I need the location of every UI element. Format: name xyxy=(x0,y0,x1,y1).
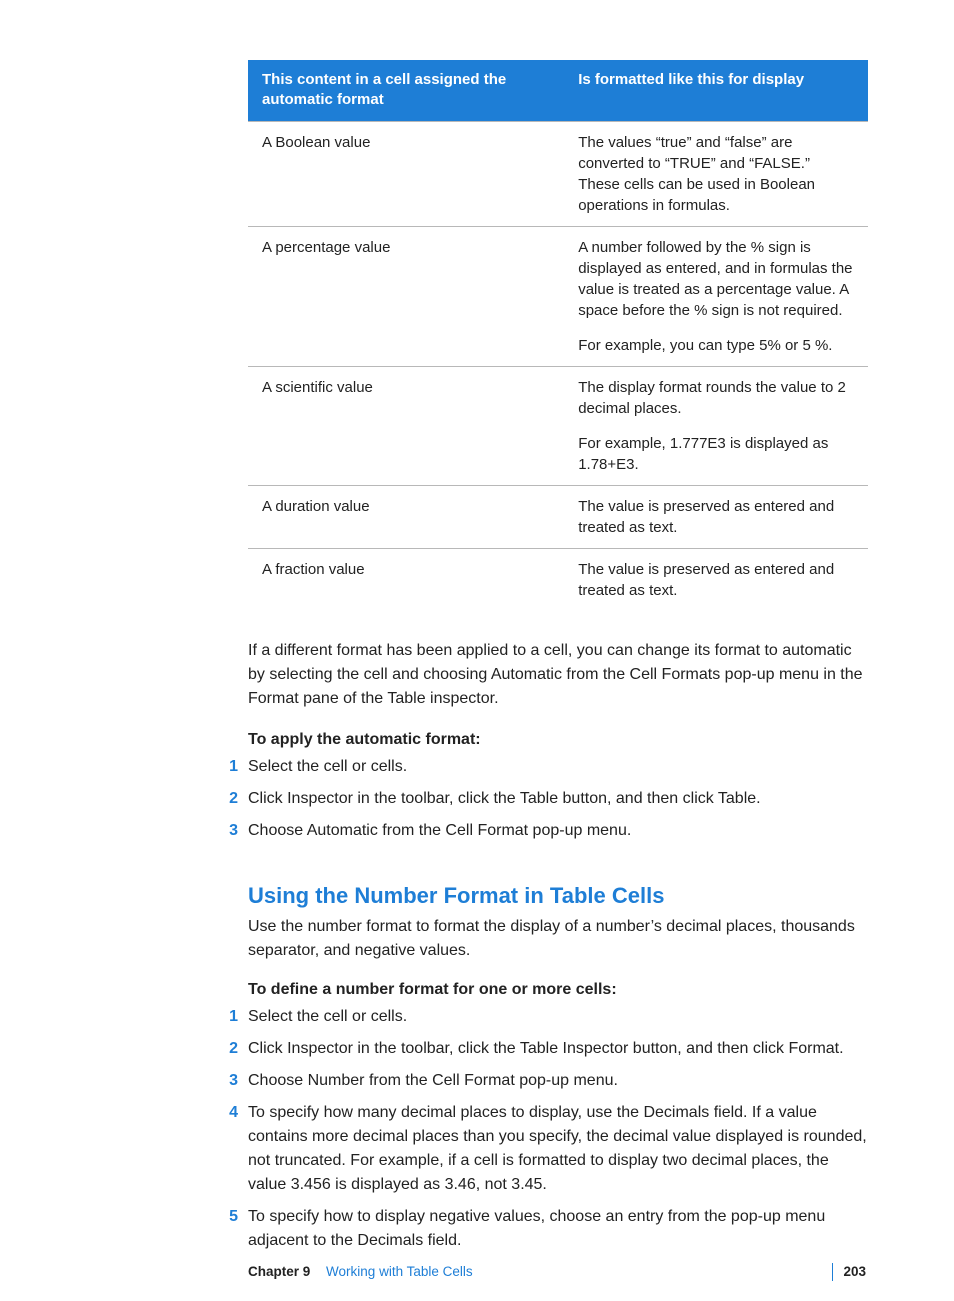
table-row: For example, you can type 5% or 5 %. xyxy=(248,331,868,367)
step-number: 4 xyxy=(220,1101,248,1125)
table-header-right: Is formatted like this for display xyxy=(564,60,868,121)
step: 2Click Inspector in the toolbar, click t… xyxy=(248,787,868,811)
table-header-row: This content in a cell assigned the auto… xyxy=(248,60,868,121)
step-text: Select the cell or cells. xyxy=(248,1005,868,1029)
step: 4To specify how many decimal places to d… xyxy=(248,1101,868,1197)
table-cell-left xyxy=(248,429,564,486)
table-header-left: This content in a cell assigned the auto… xyxy=(248,60,564,121)
step: 2Click Inspector in the toolbar, click t… xyxy=(248,1037,868,1061)
step-text: Click Inspector in the toolbar, click th… xyxy=(248,1037,868,1061)
step-number: 2 xyxy=(220,1037,248,1061)
step-number: 1 xyxy=(220,755,248,779)
step: 5To specify how to display negative valu… xyxy=(248,1205,868,1253)
step-text: Select the cell or cells. xyxy=(248,755,868,779)
step: 1Select the cell or cells. xyxy=(248,1005,868,1029)
table-cell-left: A duration value xyxy=(248,485,564,548)
table-cell-left: A scientific value xyxy=(248,366,564,429)
step-number: 3 xyxy=(220,1069,248,1093)
apply-auto-steps: 1Select the cell or cells. 2Click Inspect… xyxy=(248,755,868,843)
table-cell-left xyxy=(248,331,564,367)
table-cell-right: For example, you can type 5% or 5 %. xyxy=(564,331,868,367)
table-cell-right: The display format rounds the value to 2… xyxy=(564,366,868,429)
table-row: A fraction valueThe value is preserved a… xyxy=(248,548,868,611)
content-column: This content in a cell assigned the auto… xyxy=(248,60,868,1253)
footer-rule xyxy=(832,1263,833,1281)
page: This content in a cell assigned the auto… xyxy=(0,0,954,1301)
step-text: Click Inspector in the toolbar, click th… xyxy=(248,787,868,811)
table-cell-left: A Boolean value xyxy=(248,121,564,226)
automatic-format-table: This content in a cell assigned the auto… xyxy=(248,60,868,611)
number-format-paragraph: Use the number format to format the disp… xyxy=(248,915,868,963)
table-row: A duration valueThe value is preserved a… xyxy=(248,485,868,548)
table-cell-right: The value is preserved as entered and tr… xyxy=(564,548,868,611)
table-cell-right: A number followed by the % sign is displ… xyxy=(564,226,868,331)
step-number: 5 xyxy=(220,1205,248,1229)
step: 3Choose Automatic from the Cell Format p… xyxy=(248,819,868,843)
step-number: 1 xyxy=(220,1005,248,1029)
table-cell-right: The values “true” and “false” are conver… xyxy=(564,121,868,226)
table-row: A percentage valueA number followed by t… xyxy=(248,226,868,331)
define-number-steps: 1Select the cell or cells. 2Click Inspect… xyxy=(248,1005,868,1253)
step-text: To specify how many decimal places to di… xyxy=(248,1101,868,1197)
step-text: Choose Number from the Cell Format pop-u… xyxy=(248,1069,868,1093)
step-text: To specify how to display negative value… xyxy=(248,1205,868,1253)
table-cell-right: The value is preserved as entered and tr… xyxy=(564,485,868,548)
footer-chapter-title: Working with Table Cells xyxy=(326,1264,473,1279)
step: 3Choose Number from the Cell Format pop-… xyxy=(248,1069,868,1093)
page-footer: Chapter 9 Working with Table Cells 203 xyxy=(88,1263,866,1281)
table-row: For example, 1.777E3 is displayed as 1.7… xyxy=(248,429,868,486)
footer-page-number: 203 xyxy=(843,1264,866,1279)
table-row: A Boolean valueThe values “true” and “fa… xyxy=(248,121,868,226)
number-format-heading: Using the Number Format in Table Cells xyxy=(248,883,868,909)
table-cell-left: A fraction value xyxy=(248,548,564,611)
footer-chapter-label: Chapter 9 xyxy=(248,1264,310,1279)
auto-format-paragraph: If a different format has been applied t… xyxy=(248,639,868,711)
footer-left: Chapter 9 Working with Table Cells xyxy=(248,1264,473,1279)
step-number: 2 xyxy=(220,787,248,811)
table-cell-left: A percentage value xyxy=(248,226,564,331)
step-text: Choose Automatic from the Cell Format po… xyxy=(248,819,868,843)
apply-auto-lead: To apply the automatic format: xyxy=(248,731,868,749)
footer-right: 203 xyxy=(832,1263,866,1281)
step: 1Select the cell or cells. xyxy=(248,755,868,779)
step-number: 3 xyxy=(220,819,248,843)
table-row: A scientific valueThe display format rou… xyxy=(248,366,868,429)
table-cell-right: For example, 1.777E3 is displayed as 1.7… xyxy=(564,429,868,486)
define-number-lead: To define a number format for one or mor… xyxy=(248,981,868,999)
